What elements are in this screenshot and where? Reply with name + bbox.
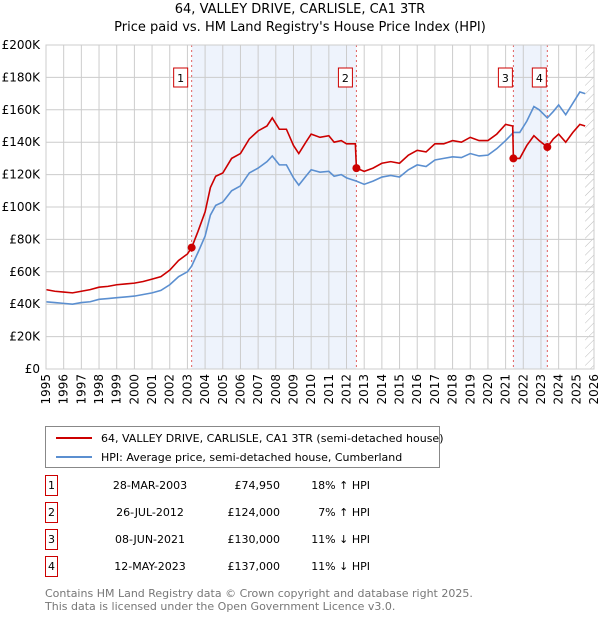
y-tick-label: £120K — [2, 168, 42, 182]
sale-number: 4 — [45, 556, 58, 577]
x-tick-label: 1999 — [110, 374, 124, 405]
sale-label: 4 — [536, 72, 543, 85]
x-tick-label: 2000 — [127, 374, 141, 405]
y-tick-label: £20K — [9, 330, 41, 344]
sale-row: 1 28-MAR-2003 £74,950 18% ↑ HPI — [45, 475, 445, 497]
legend: 64, VALLEY DRIVE, CARLISLE, CA1 3TR (sem… — [45, 426, 443, 468]
sale-hpi-diff: 11% ↓ HPI — [311, 533, 370, 546]
sale-date: 26-JUL-2012 — [116, 506, 184, 519]
sale-date: 12-MAY-2023 — [114, 560, 186, 573]
sale-hpi-diff: 18% ↑ HPI — [311, 479, 370, 492]
sale-point — [509, 154, 518, 163]
y-tick-label: £0 — [25, 362, 40, 376]
price-chart: 1995 1996 1997 1998 1999 2000 2001 2002 2003 2004… — [2, 38, 600, 405]
x-tick-label: 2004 — [198, 374, 212, 405]
y-tick-label: £100K — [2, 200, 42, 214]
x-tick-label: 2015 — [393, 374, 407, 405]
sale-number: 3 — [45, 529, 58, 550]
sale-label-box — [337, 67, 353, 88]
x-tick-label: 2021 — [499, 374, 513, 405]
x-tick-label: 2002 — [163, 374, 177, 405]
x-tick-label: 2001 — [145, 374, 159, 405]
sale-label-box — [173, 67, 189, 88]
x-tick-label: 1996 — [57, 374, 71, 405]
x-tick-label: 2022 — [516, 374, 530, 405]
sale-date: 08-JUN-2021 — [114, 533, 186, 546]
legend-label: 64, VALLEY DRIVE, CARLISLE, CA1 3TR (sem… — [101, 431, 444, 445]
legend-swatch — [56, 456, 92, 458]
x-tick-label: 2007 — [251, 374, 265, 405]
x-tick-label: 2020 — [481, 374, 495, 405]
x-tick-label: 1997 — [74, 374, 88, 405]
sale-label: 3 — [502, 72, 509, 85]
legend-item-hpi: HPI: Average price, semi-detached house,… — [56, 449, 402, 465]
x-tick-label: 2018 — [446, 374, 460, 405]
sale-hpi-diff: 7% ↑ HPI — [318, 506, 370, 519]
footer-licence: This data is licensed under the Open Gov… — [45, 600, 396, 613]
x-tick-label: 1995 — [39, 374, 53, 405]
x-tick-label: 2016 — [410, 374, 424, 405]
legend-swatch — [56, 437, 92, 439]
chart-title: 64, VALLEY DRIVE, CARLISLE, CA1 3TR — [174, 2, 426, 17]
legend-label: HPI: Average price, semi-detached house,… — [101, 450, 403, 464]
y-tick-label: £40K — [9, 297, 41, 311]
y-tick-label: £180K — [2, 70, 42, 84]
sale-number: 1 — [45, 475, 58, 496]
sale-price: £124,000 — [227, 506, 281, 519]
y-tick-label: £160K — [2, 103, 42, 117]
sale-label-box — [531, 67, 547, 88]
chart-subtitle: Price paid vs. HM Land Registry's House … — [114, 20, 486, 35]
sale-price: £74,950 — [234, 479, 281, 492]
footer: Contains HM Land Registry data © Crown c… — [45, 587, 473, 613]
x-tick-label: 2024 — [552, 374, 566, 405]
sale-number: 2 — [45, 502, 58, 523]
sale-point — [543, 143, 552, 152]
x-tick-label: 2025 — [569, 374, 583, 405]
y-tick-label: £140K — [2, 135, 42, 149]
x-tick-label: 2006 — [233, 374, 247, 405]
sale-price: £137,000 — [227, 560, 281, 573]
x-tick-label: 2009 — [286, 374, 300, 405]
sale-row: 2 26-JUL-2012 £124,000 7% ↑ HPI — [45, 502, 445, 524]
sale-point — [352, 164, 361, 173]
footer-copyright: Contains HM Land Registry data © Crown c… — [45, 587, 473, 600]
x-tick-label: 2005 — [216, 374, 230, 405]
x-tick-label: 2010 — [304, 374, 318, 405]
y-tick-label: £60K — [9, 265, 41, 279]
x-tick-label: 2014 — [375, 374, 389, 405]
sale-label-box — [497, 67, 513, 88]
x-tick-label: 2008 — [269, 374, 283, 405]
x-tick-label: 1998 — [92, 374, 106, 405]
hpi-line — [45, 91, 586, 306]
sale-price: £130,000 — [227, 533, 281, 546]
x-tick-label: 2012 — [340, 374, 354, 405]
legend-item-property: 64, VALLEY DRIVE, CARLISLE, CA1 3TR (sem… — [56, 430, 443, 446]
x-tick-label: 2013 — [357, 374, 371, 405]
x-tick-label: 2019 — [463, 374, 477, 405]
sale-row: 3 08-JUN-2021 £130,000 11% ↓ HPI — [45, 529, 445, 551]
x-tick-label: 2017 — [428, 374, 442, 405]
sale-point — [187, 243, 196, 252]
property-price-line — [45, 116, 586, 294]
x-tick-label: 2026 — [587, 374, 600, 405]
sale-label: 1 — [177, 72, 184, 85]
sale-label: 2 — [342, 72, 349, 85]
sale-date: 28-MAR-2003 — [112, 479, 188, 492]
x-tick-label: 2003 — [180, 374, 194, 405]
sale-row: 4 12-MAY-2023 £137,000 11% ↓ HPI — [45, 556, 445, 578]
y-tick-label: £200K — [2, 38, 42, 52]
y-tick-label: £80K — [9, 232, 41, 246]
x-tick-label: 2023 — [534, 374, 548, 405]
sale-hpi-diff: 11% ↓ HPI — [311, 560, 370, 573]
x-tick-label: 2011 — [322, 374, 336, 405]
plot-border — [45, 44, 595, 370]
